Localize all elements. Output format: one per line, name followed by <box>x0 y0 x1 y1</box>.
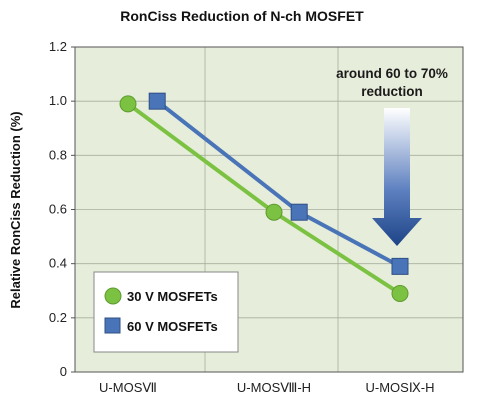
x-tick-label: U-MOSⅧ-H <box>237 380 311 395</box>
data-point <box>391 257 409 275</box>
annotation-line-1: around 60 to 70% <box>336 66 448 81</box>
down-arrow-icon <box>372 108 422 246</box>
y-tick-label: 0.8 <box>49 147 67 162</box>
y-tick-label: 0.2 <box>49 310 67 325</box>
x-tick-label: U-MOSⅦ <box>99 380 157 395</box>
y-tick-label: 1.2 <box>49 39 67 54</box>
legend-box <box>93 271 239 353</box>
legend: 30 V MOSFETs 60 V MOSFETs <box>93 271 239 353</box>
reduction-arrow: around 60 to 70% reduction <box>336 66 448 246</box>
data-point <box>391 284 409 302</box>
y-axis: 0 0.2 0.4 0.6 0.8 1.0 1.2 <box>49 39 75 379</box>
y-tick-label: 0.4 <box>49 256 67 271</box>
data-point <box>119 95 137 113</box>
y-tick-label: 0 <box>60 364 67 379</box>
data-point <box>265 203 283 221</box>
y-axis-label: Relative RonCiss Reduction (%) <box>8 111 23 308</box>
chart-title: RonCiss Reduction of N-ch MOSFET <box>120 8 364 24</box>
annotation-line-2: reduction <box>361 84 423 99</box>
data-point <box>148 92 166 110</box>
legend-label-60v: 60 V MOSFETs <box>127 319 218 334</box>
series <box>119 92 409 302</box>
x-axis: U-MOSⅦ U-MOSⅧ-H U-MOSⅨ-H <box>99 380 434 395</box>
y-tick-label: 1.0 <box>49 93 67 108</box>
legend-marker-60v <box>104 317 121 334</box>
x-tick-label: U-MOSⅨ-H <box>366 380 435 395</box>
data-point <box>290 203 308 221</box>
legend-marker-30v <box>104 287 122 305</box>
legend-label-30v: 30 V MOSFETs <box>127 289 218 304</box>
y-tick-label: 0.6 <box>49 202 67 217</box>
